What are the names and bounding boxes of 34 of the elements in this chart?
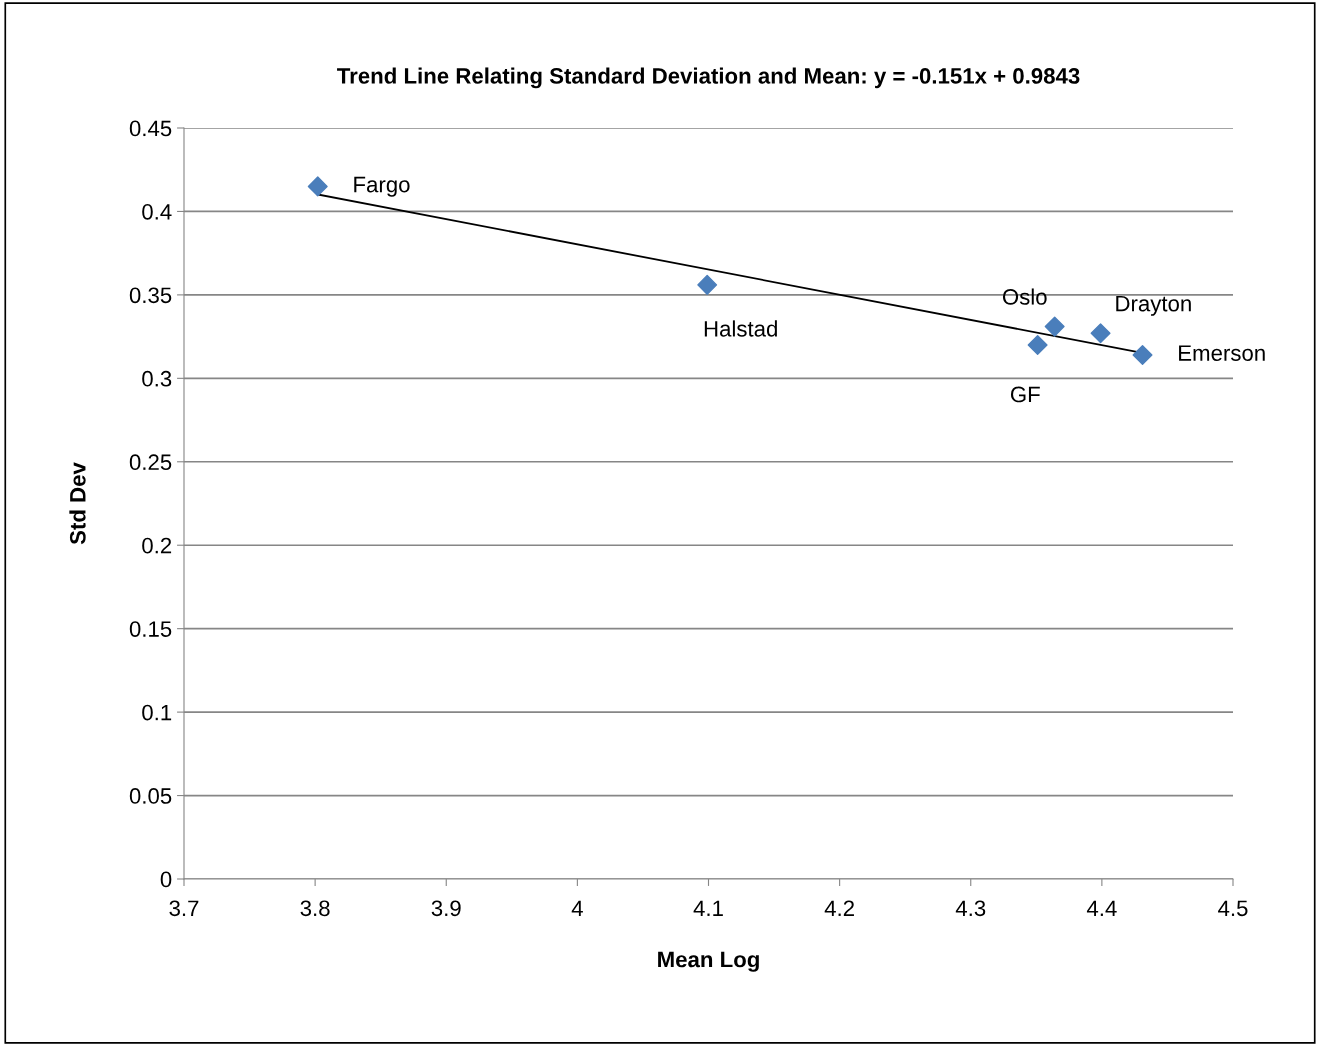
x-tick-label: 4.2 [824, 900, 854, 916]
annotation: Oslo [1002, 288, 1047, 305]
x-axis-title: Mean Log [658, 951, 759, 972]
x-tick-label: 4.3 [955, 900, 986, 917]
y-tick-label: 0.25 [129, 454, 172, 471]
chart-title: Trend Line Relating Standard Deviation and Mean: y = -0.151x + 0.9843 [337, 67, 1080, 89]
x-tick-label: 4.4 [1086, 900, 1117, 916]
x-tick-label: 4 [571, 900, 583, 916]
y-tick-label: 0.45 [129, 120, 172, 137]
x-tick-label: 4.1 [693, 900, 723, 916]
annotation: Emerson [1179, 345, 1265, 361]
point [1090, 323, 1111, 344]
x-tick-label: 4.5 [1218, 900, 1248, 917]
annotation: Fargo [354, 176, 410, 197]
y-tick-label: 0.05 [129, 788, 172, 804]
x-tick-label: 3.8 [300, 900, 330, 917]
y-tick-label: 0.4 [142, 203, 172, 220]
annotation: Drayton [1116, 295, 1191, 316]
annotation: GF [1010, 386, 1040, 403]
point [1027, 334, 1048, 355]
y-tick-label: 0.35 [129, 287, 172, 304]
point [697, 274, 718, 295]
x-tick-label: 3.7 [169, 900, 199, 917]
point [307, 176, 328, 197]
y-tick-label: 0.1 [142, 704, 172, 721]
x-tick-label: 3.9 [431, 900, 461, 917]
y-tick-label: 0.15 [129, 621, 172, 637]
y-tick-label: 0.3 [142, 370, 172, 387]
y-axis-title: Std Dev [69, 462, 86, 545]
y-tick-label: 0.2 [142, 537, 172, 554]
point [1132, 344, 1153, 365]
y-tick-label: 0 [160, 871, 172, 888]
point [1044, 316, 1065, 337]
annotation: Halstad [704, 320, 777, 337]
